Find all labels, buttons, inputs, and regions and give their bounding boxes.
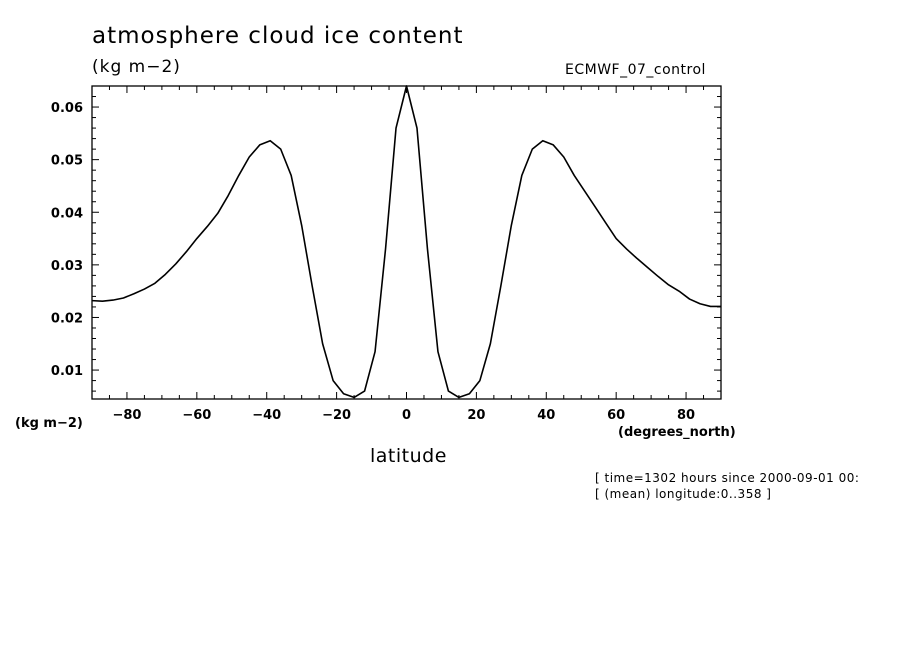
y-tick-label: 0.01 [51,364,83,379]
x-tick-label: −60 [182,408,211,423]
x-tick-label: −20 [322,408,351,423]
x-tick-label: −80 [112,408,141,423]
plot-frame [91,85,722,400]
series-line [91,85,721,399]
y-axis-unit: (kg m−2) [15,416,83,431]
longitude-note: [ (mean) longitude:0..358 ] [595,487,772,501]
x-axis-unit: (degrees_north) [618,425,736,440]
time-note: [ time=1302 hours since 2000-09-01 00: [595,471,860,485]
x-tick-label: 20 [467,408,485,423]
axis-ticks [91,85,722,399]
y-tick-label: 0.02 [51,311,83,326]
dataset-name: ECMWF_07_control [565,62,706,78]
chart-units: (kg m−2) [92,57,181,77]
x-tick-label: 0 [402,408,411,423]
y-tick-label: 0.05 [51,154,83,169]
x-axis-label: latitude [370,445,447,467]
x-tick-label: −40 [252,408,281,423]
x-tick-label: 40 [537,408,555,423]
chart-title: atmosphere cloud ice content [92,23,464,49]
y-tick-label: 0.03 [51,259,83,274]
x-tick-label: 80 [677,408,695,423]
y-tick-label: 0.06 [51,101,83,116]
tick-labels: −80 −60 −40 −20 0 20 40 60 80 0.01 0.02 0.03 0.04 0.0… [51,101,695,423]
x-tick-label: 60 [607,408,625,423]
y-tick-label: 0.04 [51,206,83,221]
